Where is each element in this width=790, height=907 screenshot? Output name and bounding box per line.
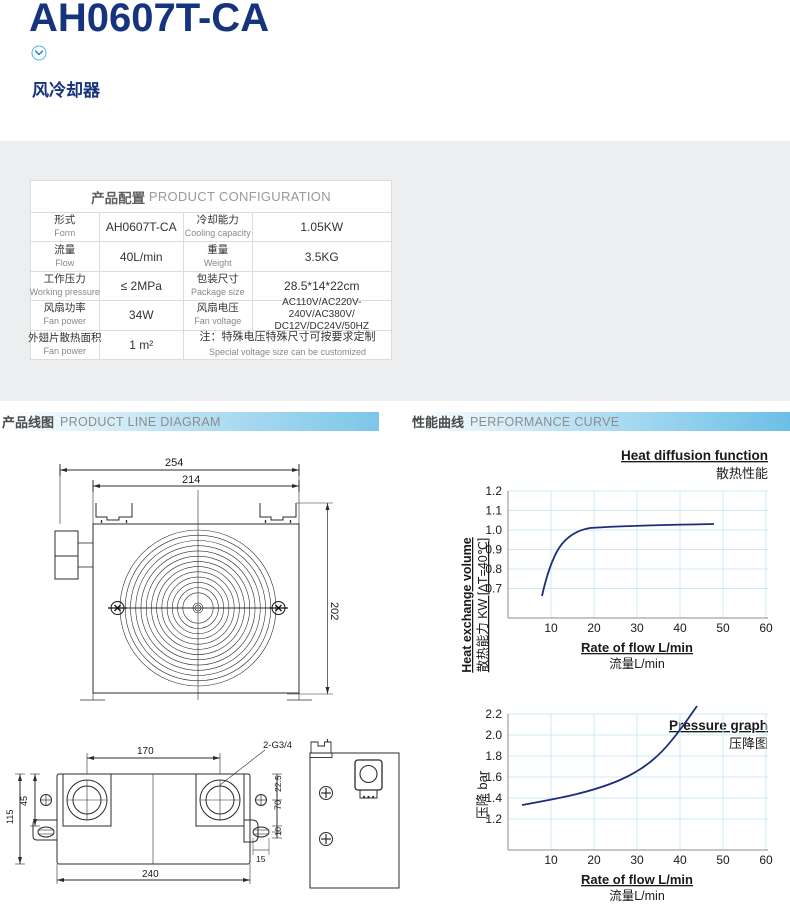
svg-text:2.0: 2.0 bbox=[485, 728, 502, 742]
svg-text:Rate of flow L/min: Rate of flow L/min bbox=[581, 872, 693, 887]
svg-text:60: 60 bbox=[759, 853, 773, 867]
svg-text:压降 bar: 压降 bar bbox=[475, 770, 490, 819]
svg-text:2.2: 2.2 bbox=[485, 707, 502, 721]
svg-text:1.8: 1.8 bbox=[485, 749, 502, 763]
svg-text:流量L/min: 流量L/min bbox=[609, 889, 665, 903]
svg-text:压降图: 压降图 bbox=[729, 736, 768, 751]
svg-text:20: 20 bbox=[587, 853, 601, 867]
svg-text:10: 10 bbox=[544, 853, 558, 867]
svg-text:50: 50 bbox=[716, 853, 730, 867]
svg-text:30: 30 bbox=[630, 853, 644, 867]
svg-text:40: 40 bbox=[673, 853, 687, 867]
